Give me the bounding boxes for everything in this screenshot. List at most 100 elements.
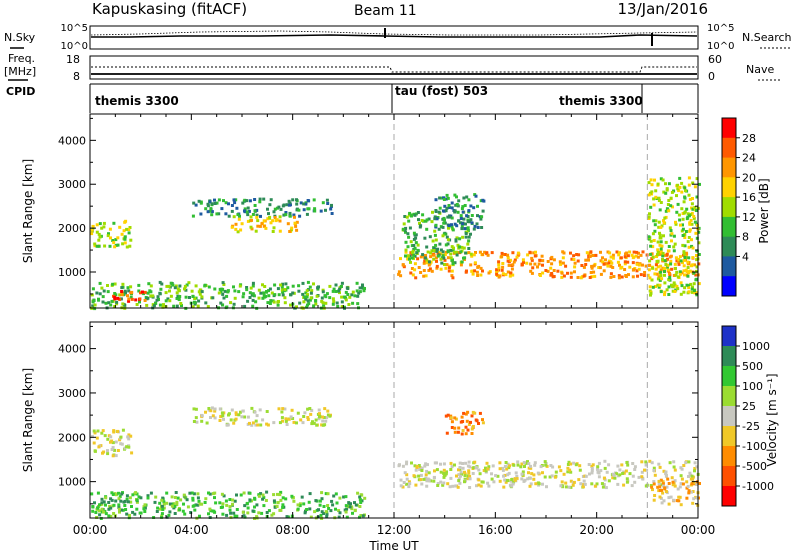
echo-cell [108,244,112,248]
echo-cell [135,498,139,502]
echo-cell [691,246,695,250]
echo-cell [320,491,324,495]
echo-cell [319,209,323,213]
echo-cell [668,276,672,279]
echo-cell [233,296,237,300]
echo-cell [303,295,307,299]
colorbar-tick-label: 100 [742,380,763,393]
echo-cell [628,250,632,254]
echo-cell [165,284,169,288]
echo-cell [310,408,314,412]
echo-cell [444,243,448,247]
echo-cell [142,292,146,296]
echo-cell [118,298,122,301]
echo-cell [404,240,408,244]
echo-cell [335,301,339,305]
echo-cell [476,226,480,229]
echo-cell [437,250,441,254]
echo-cell [358,498,362,501]
echo-cell [552,269,556,272]
echo-cell [229,418,233,422]
echo-cell [467,239,471,243]
echo-cell [574,463,578,467]
x-tick-label: 20:00 [579,523,614,537]
echo-cell [462,246,466,250]
echo-cell [532,251,536,255]
echo-cell [450,274,454,278]
echo-cell [673,283,677,287]
echo-cell [667,285,671,289]
echo-cell [312,421,316,425]
echo-cell [308,298,312,302]
echo-cell [104,512,108,516]
echo-cell [686,266,690,269]
echo-cell [449,248,453,252]
colorbar-tick-label: -100 [742,440,767,453]
echo-cell [233,499,237,503]
echo-cell [268,203,272,207]
colorbar-swatch [722,466,736,487]
echo-cell [570,257,574,261]
echo-cell [121,242,125,246]
echo-cell [422,269,426,272]
echo-cell [241,295,245,299]
echo-cell [669,229,673,233]
echo-cell [218,501,222,505]
echo-cell [127,299,131,303]
echo-cell [334,507,337,511]
echo-cell [273,293,277,297]
echo-cell [97,238,101,242]
echo-cell [409,260,412,264]
echo-cell [161,508,165,511]
echo-cell [631,261,635,265]
noise-right-label: N.Search [742,31,792,44]
echo-cell [691,285,694,289]
echo-cell [280,285,284,289]
x-tick-label: 08:00 [275,523,310,537]
echo-cell [675,210,679,214]
echo-cell [665,207,669,211]
echo-cell [343,508,347,512]
echo-cell [454,238,458,242]
echo-cell [242,514,246,518]
echo-cell [650,461,654,465]
echo-cell [644,264,648,268]
echo-cell [90,492,94,496]
echo-cell [684,189,687,193]
echo-cell [149,284,153,288]
echo-cell [321,201,325,205]
echo-cell [581,485,585,489]
echo-cell [113,297,117,301]
power-scatter [90,176,701,311]
echo-cell [426,463,429,467]
station-title: Kapuskasing (fitACF) [92,0,247,18]
echo-cell [208,507,212,511]
echo-cell [234,413,238,417]
echo-cell [684,251,688,255]
echo-cell [681,217,685,221]
echo-cell [149,290,153,294]
echo-cell [212,509,216,513]
echo-cell [625,251,629,255]
echo-cell [659,250,663,254]
echo-cell [267,212,270,216]
echo-cell [569,275,573,279]
echo-cell [677,260,681,264]
echo-cell [321,419,325,423]
echo-cell [232,421,236,425]
echo-cell [456,243,460,247]
echo-cell [650,485,654,489]
echo-cell [221,288,225,291]
echo-cell [652,498,656,502]
echo-cell [628,265,632,269]
echo-cell [170,495,174,499]
echo-cell [662,499,666,503]
echo-cell [461,210,465,214]
echo-cell [631,474,635,478]
noise-search-line [90,30,698,36]
echo-cell [146,496,150,500]
echo-cell [540,254,544,258]
echo-cell [687,176,691,180]
echo-cell [196,496,200,500]
